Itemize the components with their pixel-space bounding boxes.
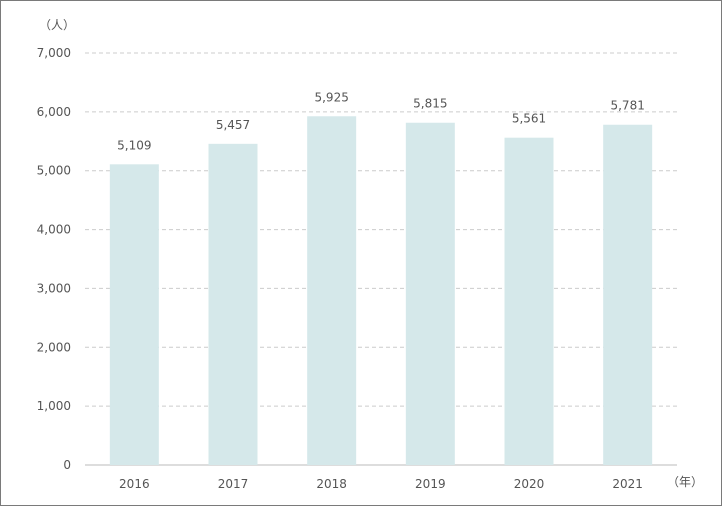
y-axis-unit-label: （人） xyxy=(39,18,75,32)
data-label: 5,781 xyxy=(610,99,644,113)
x-axis-unit-label: （年） xyxy=(667,475,703,489)
y-tick-label: 6,000 xyxy=(37,105,71,119)
y-tick-label: 1,000 xyxy=(37,399,71,413)
bar-2019 xyxy=(405,122,455,465)
bar-2020 xyxy=(504,137,554,465)
x-tick-label: 2020 xyxy=(514,477,545,491)
data-label: 5,815 xyxy=(413,97,447,111)
y-tick-label: 7,000 xyxy=(37,46,71,60)
x-tick-label: 2019 xyxy=(415,477,446,491)
bar-2016 xyxy=(109,164,159,465)
y-tick-label: 2,000 xyxy=(37,340,71,354)
x-tick-label: 2018 xyxy=(316,477,347,491)
bar-2017 xyxy=(208,143,258,465)
data-label: 5,457 xyxy=(216,118,250,132)
data-label: 5,109 xyxy=(117,138,151,152)
data-label: 5,925 xyxy=(314,90,348,104)
data-label: 5,561 xyxy=(512,112,546,126)
x-tick-label: 2017 xyxy=(218,477,249,491)
bar-2021 xyxy=(603,124,653,465)
bar-2018 xyxy=(307,116,357,466)
x-tick-label: 2021 xyxy=(612,477,643,491)
y-tick-label: 0 xyxy=(63,458,71,472)
x-tick-label: 2016 xyxy=(119,477,150,491)
y-tick-label: 3,000 xyxy=(37,281,71,295)
y-tick-label: 5,000 xyxy=(37,164,71,178)
y-tick-label: 4,000 xyxy=(37,223,71,237)
